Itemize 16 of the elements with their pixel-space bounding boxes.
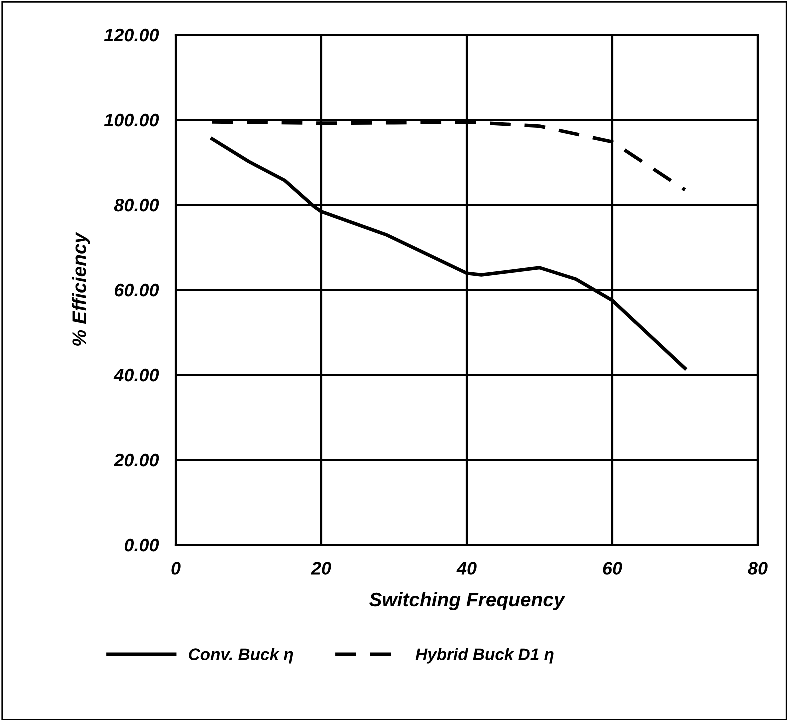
x-tick-label: 80 [748,562,768,575]
x-tick-label: 40 [456,562,477,575]
x-axis-title: Switching Frequency [369,592,566,611]
y-tick-label: 60.00 [114,284,160,297]
y-tick-label: 20.00 [114,454,160,467]
x-tick-label: 20 [311,562,332,575]
x-tick-label: 60 [603,562,622,575]
legend-label: Conv. Buck η [189,648,294,664]
y-axis-title: % Efficiency [72,232,90,346]
y-tick-label: 0.00 [124,538,160,552]
y-tick-label: 80.00 [114,198,160,212]
y-tick-label: 40.00 [114,368,160,382]
x-tick-label: 0 [172,562,181,575]
y-tick-label: 120.00 [104,28,160,42]
y-tick-label: 100.00 [104,114,160,127]
legend-label: Hybrid Buck D1 η [416,648,554,664]
